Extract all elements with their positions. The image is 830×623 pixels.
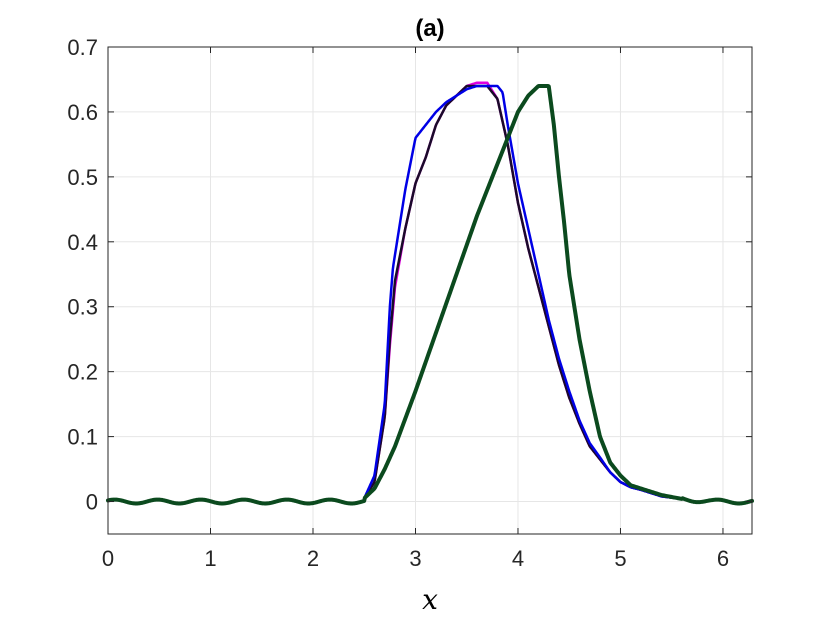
x-tick-labels: 0 1 2 3 4 5 6 xyxy=(102,546,729,571)
y-tick-label: 0.2 xyxy=(67,360,98,385)
x-tick-label: 1 xyxy=(204,546,216,571)
y-tick-label: 0.7 xyxy=(67,35,98,60)
x-tick-label: 3 xyxy=(409,546,421,571)
tick-marks xyxy=(107,46,752,534)
y-tick-label: 0.5 xyxy=(67,165,98,190)
series-group xyxy=(106,81,754,506)
x-tick-label: 5 xyxy=(614,546,626,571)
grid-lines xyxy=(107,46,752,534)
series-line-2 xyxy=(106,84,754,505)
plot-frame xyxy=(107,46,753,535)
series-line-4 xyxy=(106,83,754,506)
x-tick-label: 2 xyxy=(307,546,319,571)
y-tick-label: 0 xyxy=(86,490,98,515)
y-tick-labels: 0 0.1 0.2 0.3 0.4 0.5 0.6 0.7 xyxy=(67,35,98,515)
y-tick-label: 0.3 xyxy=(67,295,98,320)
y-tick-label: 0.6 xyxy=(67,100,98,125)
x-tick-label: 0 xyxy=(102,546,114,571)
chart-title: (a) xyxy=(415,15,444,42)
x-tick-label: 4 xyxy=(512,546,524,571)
y-tick-label: 0.4 xyxy=(67,230,98,255)
x-tick-label: 6 xyxy=(717,546,729,571)
y-tick-label: 0.1 xyxy=(67,425,98,450)
x-axis-label: x xyxy=(422,583,438,616)
series-line-3 xyxy=(106,84,754,505)
